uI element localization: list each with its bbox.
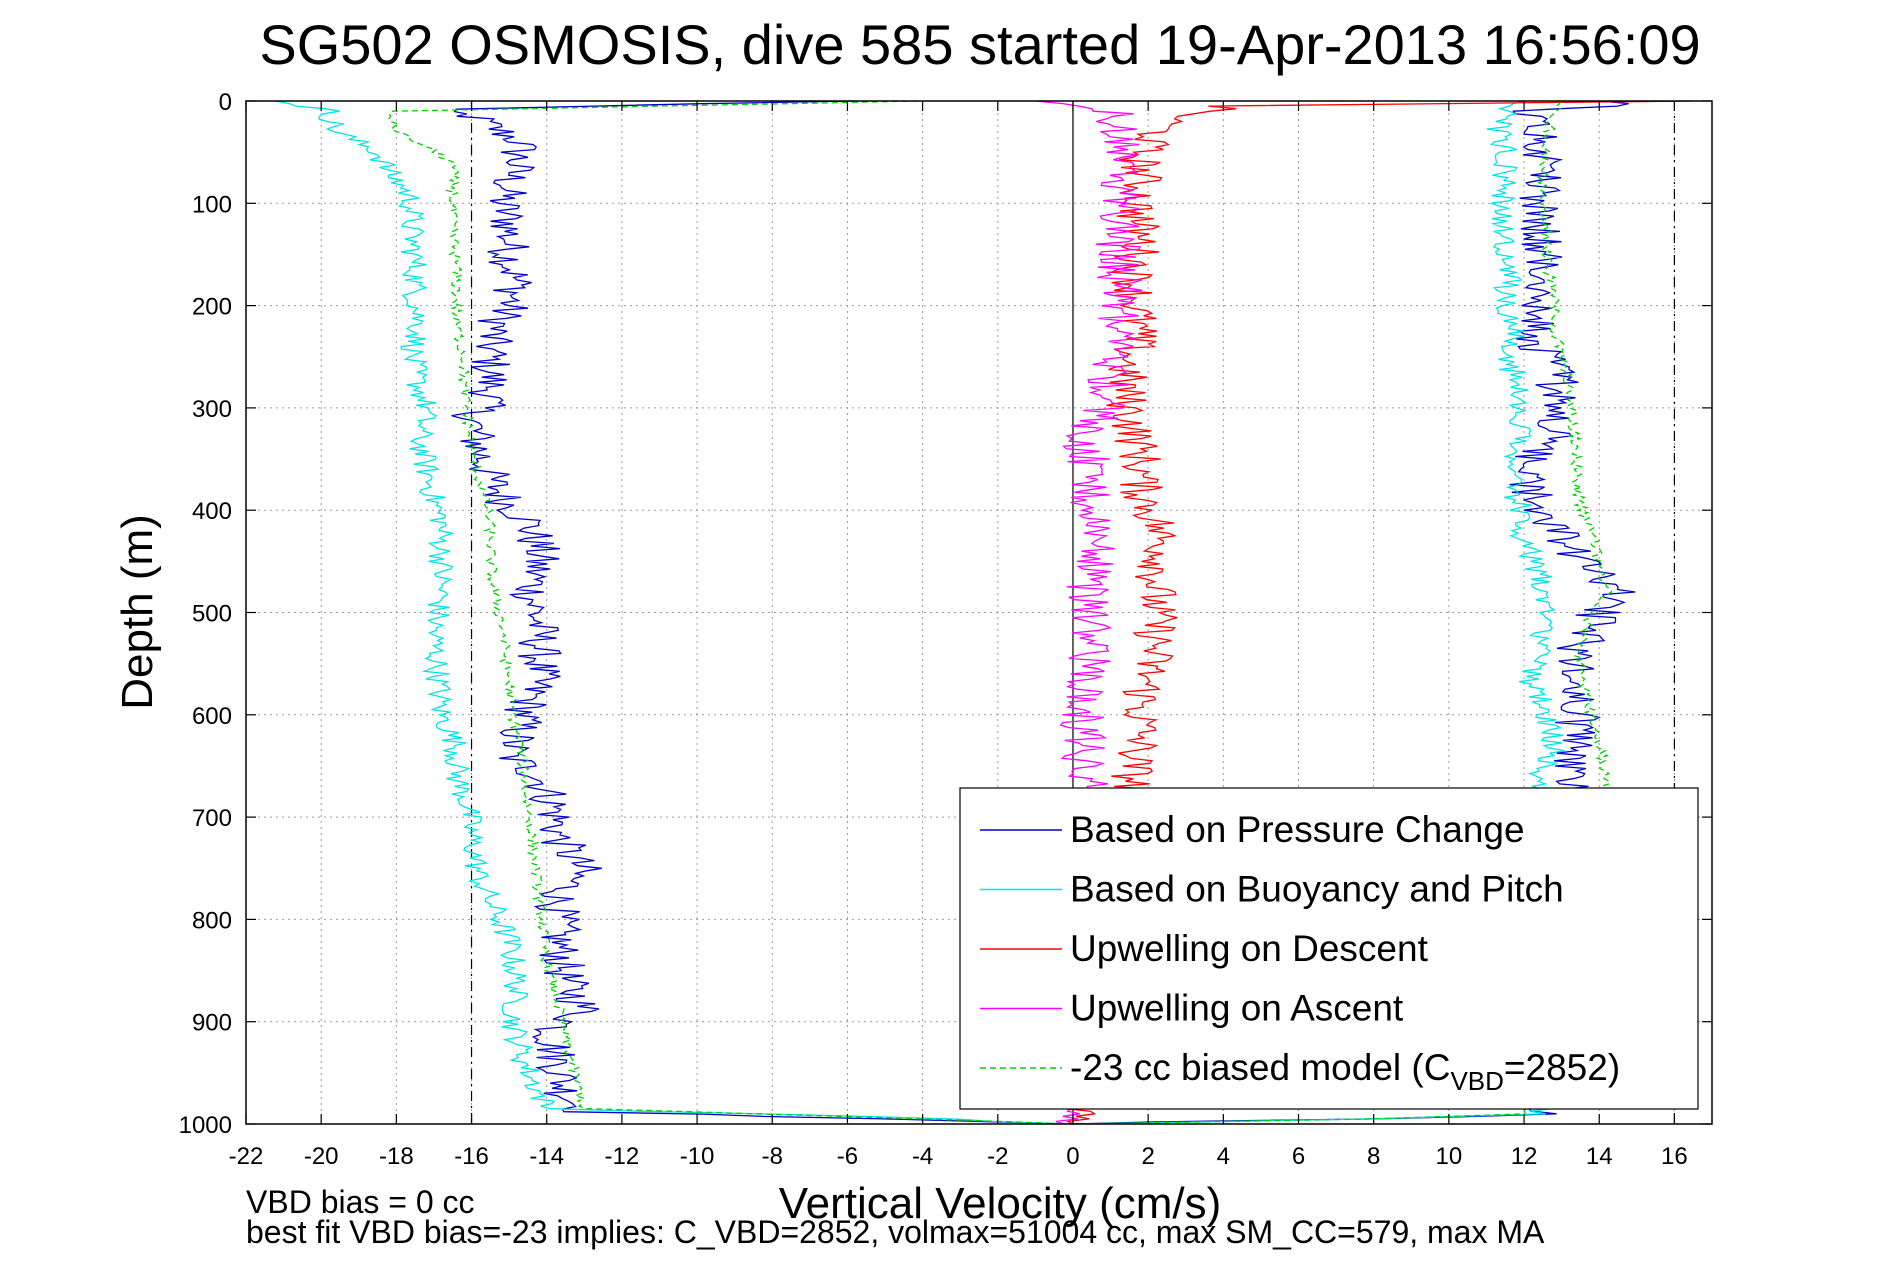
x-tick-label: -16 — [454, 1143, 489, 1170]
series-line-2 — [274, 100, 1074, 1125]
legend-label: -23 cc biased model (CVBD=2852) — [1070, 1047, 1620, 1096]
y-axis-ticks: 0 100 200 300 400 500 600 700 800 900 1000 — [179, 89, 1712, 1139]
y-tick-label: 500 — [192, 601, 232, 628]
y-tick-label: 800 — [192, 907, 232, 934]
x-tick-label: -4 — [912, 1143, 933, 1170]
x-tick-label: 8 — [1367, 1143, 1380, 1170]
legend-label: Based on Buoyancy and Pitch — [1070, 869, 1564, 910]
y-tick-label: 1000 — [179, 1112, 232, 1139]
x-tick-label: -6 — [837, 1143, 858, 1170]
chart-title: SG502 OSMOSIS, dive 585 started 19-Apr-2… — [259, 13, 1700, 76]
y-tick-label: 0 — [219, 89, 232, 116]
legend-label: Based on Pressure Change — [1070, 809, 1525, 850]
x-tick-label: -20 — [304, 1143, 339, 1170]
y-tick-label: 700 — [192, 805, 232, 832]
x-tick-label: -8 — [762, 1143, 783, 1170]
x-axis-label: Vertical Velocity (cm/s) — [779, 1179, 1222, 1228]
x-tick-label: -14 — [529, 1143, 564, 1170]
x-tick-label: -18 — [379, 1143, 414, 1170]
vbd-bias-note: VBD bias = 0 cc — [246, 1184, 475, 1220]
legend: Based on Pressure Change Based on Buoyanc… — [959, 787, 1699, 1110]
y-tick-label: 900 — [192, 1010, 232, 1037]
y-tick-label: 600 — [192, 703, 232, 730]
x-tick-label: 6 — [1292, 1143, 1305, 1170]
y-axis-label: Depth (m) — [113, 514, 162, 710]
x-tick-label: 4 — [1217, 1143, 1230, 1170]
legend-box — [959, 787, 1699, 1110]
series-line-0 — [451, 100, 1074, 1125]
legend-label: Upwelling on Ascent — [1070, 988, 1404, 1029]
y-tick-label: 300 — [192, 396, 232, 423]
x-tick-label: 16 — [1661, 1143, 1688, 1170]
y-tick-label: 400 — [192, 498, 232, 525]
x-tick-label: 14 — [1586, 1143, 1613, 1170]
legend-label: Upwelling on Descent — [1070, 928, 1429, 969]
x-tick-label: 0 — [1066, 1143, 1079, 1170]
y-tick-label: 200 — [192, 294, 232, 321]
x-tick-label: -2 — [987, 1143, 1008, 1170]
x-axis-ticks: -22 -20 -18 -16 -14 -12 -10 -8 -6 -4 -2 0 2 4 6 8 10 12 14… — [229, 101, 1688, 1170]
best-fit-note: best fit VBD bias=-23 implies: C_VBD=285… — [246, 1214, 1545, 1250]
x-tick-label: -22 — [229, 1143, 264, 1170]
series-line-6 — [388, 100, 1074, 1125]
x-tick-label: 10 — [1436, 1143, 1463, 1170]
x-tick-label: -12 — [605, 1143, 640, 1170]
x-tick-label: -10 — [680, 1143, 715, 1170]
x-tick-label: 2 — [1141, 1143, 1154, 1170]
x-tick-label: 12 — [1511, 1143, 1538, 1170]
y-tick-label: 100 — [192, 191, 232, 218]
